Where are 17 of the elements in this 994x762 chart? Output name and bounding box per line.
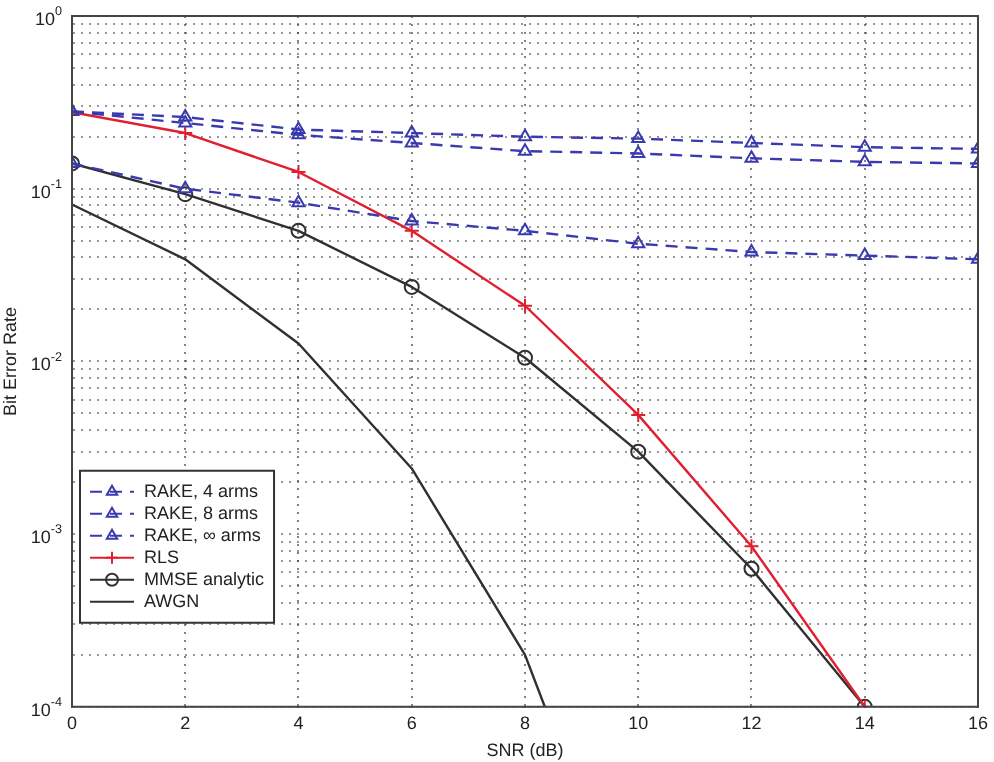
x-axis-title: SNR (dB) — [486, 740, 564, 761]
x-tick-label: 2 — [180, 712, 191, 733]
y-axis-title: Bit Error Rate — [0, 306, 20, 416]
x-tick-label: 16 — [967, 712, 988, 733]
legend-label: RAKE, ∞ arms — [144, 524, 262, 545]
x-tick-label: 4 — [293, 712, 304, 733]
x-tick-label: 14 — [854, 712, 875, 733]
legend-label: RAKE, 4 arms — [144, 480, 260, 501]
x-tick-label: 6 — [406, 712, 417, 733]
legend-label: MMSE analytic — [144, 568, 266, 589]
x-tick-label: 10 — [628, 712, 649, 733]
x-tick-label: 12 — [741, 712, 762, 733]
legend-label: AWGN — [144, 590, 200, 611]
x-tick-label: 0 — [66, 712, 78, 733]
legend-label: RAKE, 8 arms — [144, 502, 260, 523]
legend-label: RLS — [144, 546, 180, 567]
x-tick-label: 8 — [519, 712, 531, 733]
